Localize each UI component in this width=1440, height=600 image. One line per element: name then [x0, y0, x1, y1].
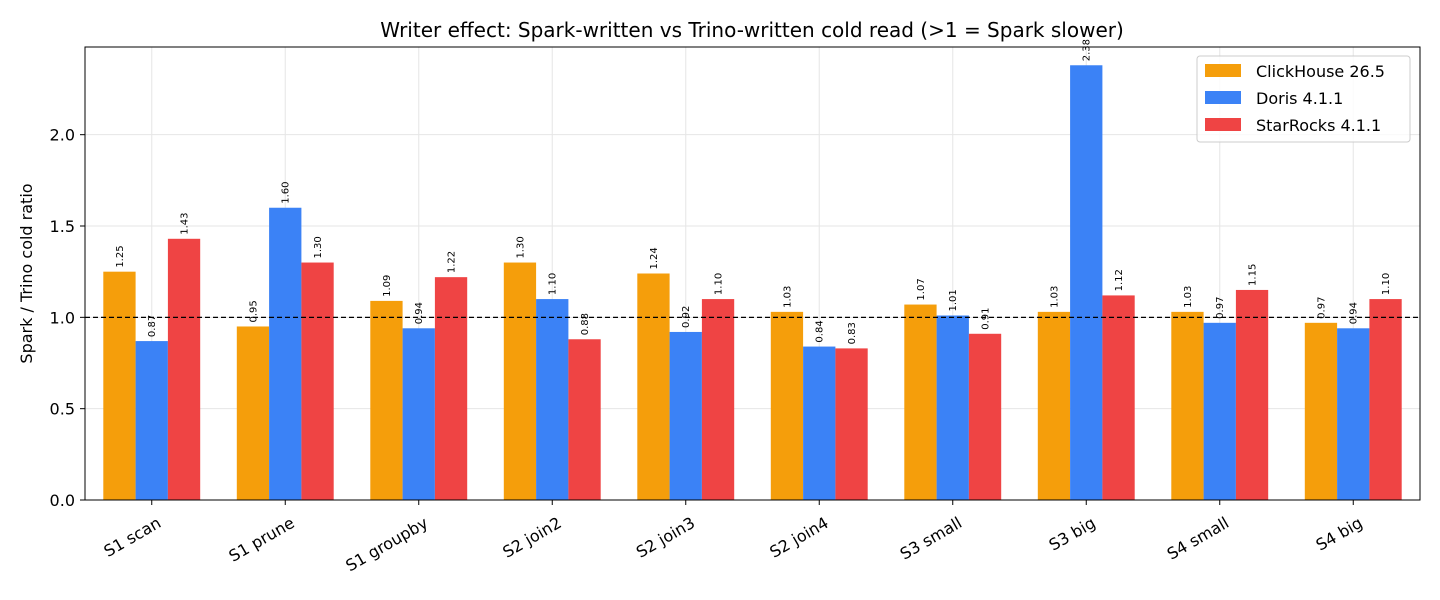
bar-value-label: 0.88 [580, 313, 591, 335]
bar [269, 207, 302, 500]
bar-value-label: 1.60 [281, 181, 292, 203]
bar-value-label: 1.10 [1381, 273, 1392, 295]
x-tick-label: S2 join3 [633, 513, 698, 562]
bar-value-label: 1.10 [714, 273, 725, 295]
x-tick-label: S1 scan [101, 513, 165, 561]
bar [770, 311, 804, 500]
y-tick-label: 0.5 [50, 400, 75, 419]
x-tick-label: S3 small [897, 513, 965, 563]
bar-labels-group: 1.25 0.95 1.09 1.30 1.24 1.03 1.07 1.03 1.03 0.97… [115, 39, 1392, 344]
y-tick-label: 0.0 [50, 491, 75, 510]
bar-value-label: 1.15 [1248, 264, 1259, 286]
bar [1070, 65, 1103, 501]
bar [503, 262, 537, 500]
bar [536, 299, 569, 500]
bar [1171, 311, 1204, 500]
y-tick-label: 1.0 [50, 308, 75, 327]
bar [936, 315, 969, 500]
bar [135, 341, 168, 500]
bar-value-label: 0.95 [248, 300, 259, 322]
bar [103, 271, 136, 500]
bar-value-label: 0.94 [414, 302, 425, 324]
bar-value-label: 1.22 [447, 251, 458, 273]
bar-value-label: 0.92 [681, 306, 692, 328]
bar [402, 328, 435, 500]
bar-value-label: 1.24 [649, 247, 660, 269]
legend-swatch [1205, 118, 1241, 131]
x-tick-label: S2 join4 [766, 513, 831, 562]
bar-value-label: 1.01 [948, 289, 959, 311]
plot-frame [84, 46, 1421, 501]
x-tick-label: S3 big [1046, 513, 1099, 555]
legend-box [1196, 55, 1411, 143]
bar-value-label: 1.12 [1114, 269, 1125, 291]
bar [904, 304, 937, 500]
x-tick-label: S4 small [1164, 513, 1232, 563]
bar-value-label: 0.91 [981, 308, 992, 330]
bar-value-label: 1.30 [313, 236, 324, 258]
legend-swatch [1205, 91, 1241, 104]
bar [434, 277, 468, 500]
bar [637, 273, 670, 500]
bar [1337, 328, 1370, 500]
bar-value-label: 1.09 [382, 275, 393, 297]
legend: ClickHouse 26.5 Doris 4.1.1 StarRocks 4.1.… [1196, 55, 1411, 143]
bar [167, 238, 201, 500]
bar [1203, 322, 1236, 500]
x-tick-label: S1 prune [226, 513, 298, 566]
x-tick-label: S2 join2 [499, 513, 564, 562]
legend-label: StarRocks 4.1.1 [1256, 116, 1381, 135]
bar-value-label: 1.43 [180, 213, 191, 235]
chart-title: Writer effect: Spark-written vs Trino-wr… [380, 18, 1124, 42]
bar [370, 300, 403, 500]
bar-value-label: 2.38 [1082, 39, 1093, 61]
legend-label: ClickHouse 26.5 [1256, 62, 1385, 81]
bar [968, 333, 1002, 500]
bar-value-label: 0.97 [1316, 297, 1327, 319]
bars-group [103, 65, 1402, 501]
bar [301, 262, 334, 500]
bar [803, 346, 836, 500]
bar-value-label: 1.07 [916, 278, 927, 300]
bar-value-label: 0.84 [815, 320, 826, 342]
bar-value-label: 0.87 [147, 315, 158, 337]
bar-value-label: 1.03 [1183, 286, 1194, 308]
bar [1304, 322, 1338, 500]
bar [1369, 299, 1402, 500]
bar-value-label: 1.03 [1049, 286, 1060, 308]
bar-value-label: 1.25 [115, 245, 126, 267]
bar [568, 339, 601, 500]
bar [1102, 295, 1135, 500]
y-axis: 0.0 0.5 1.0 1.5 2.0 [50, 126, 85, 510]
bar-value-label: 0.83 [847, 322, 858, 344]
y-axis-label: Spark / Trino cold ratio [17, 183, 36, 363]
bar-value-label: 1.10 [548, 273, 559, 295]
bar [701, 299, 735, 500]
legend-swatch [1205, 64, 1241, 77]
bar-value-label: 1.30 [515, 236, 526, 258]
x-tick-label: S4 big [1313, 513, 1366, 555]
bar-value-label: 1.03 [782, 286, 793, 308]
bar [1037, 311, 1071, 500]
bar-value-label: 0.94 [1349, 302, 1360, 324]
legend-label: Doris 4.1.1 [1256, 89, 1343, 108]
x-axis: S1 scan S1 prune S1 groupby S2 join2 S2 join… [101, 500, 1366, 575]
bar [1235, 289, 1269, 500]
bar-value-label: 0.97 [1215, 297, 1226, 319]
y-tick-label: 2.0 [50, 126, 75, 145]
bar [669, 331, 702, 500]
bar [236, 326, 270, 500]
x-tick-label: S1 groupby [342, 513, 431, 575]
y-tick-label: 1.5 [50, 217, 75, 236]
bar [835, 348, 868, 500]
